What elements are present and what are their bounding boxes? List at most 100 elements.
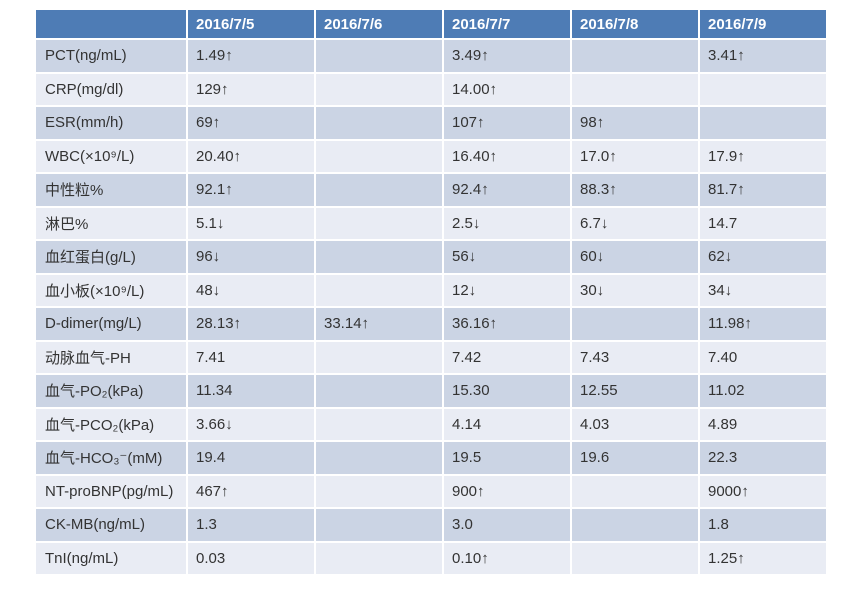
cell-value (316, 509, 442, 541)
cell-value: 1.8 (700, 509, 826, 541)
cell-value: 107↑ (444, 107, 570, 139)
cell-value (316, 73, 442, 105)
cell-value: 28.13↑ (188, 308, 314, 340)
corner-header-cell (36, 10, 186, 38)
cell-value (572, 40, 698, 72)
column-header: 2016/7/7 (444, 10, 570, 38)
lab-results-table: 2016/7/5 2016/7/6 2016/7/7 2016/7/8 2016/7/9… (34, 8, 828, 576)
cell-value: 17.9↑ (700, 140, 826, 172)
table-body: PCT(ng/mL) 1.49↑ 3.49↑ 3.41↑ CRP(mg/dl) 129↑ 1… (36, 40, 826, 574)
table-row: 淋巴% 5.1↓ 2.5↓ 6.7↓ 14.7 (36, 207, 826, 239)
cell-value: 11.34 (188, 375, 314, 407)
cell-value: 3.49↑ (444, 40, 570, 72)
cell-value: 7.41 (188, 341, 314, 373)
cell-value: 62↓ (700, 241, 826, 273)
table-row: WBC(×10⁹/L) 20.40↑ 16.40↑ 17.0↑ 17.9↑ (36, 140, 826, 172)
cell-value: 20.40↑ (188, 140, 314, 172)
cell-value: 15.30 (444, 375, 570, 407)
cell-value (700, 73, 826, 105)
cell-value: 19.4 (188, 442, 314, 474)
cell-value: 48↓ (188, 274, 314, 306)
column-header: 2016/7/8 (572, 10, 698, 38)
cell-value: 11.02 (700, 375, 826, 407)
cell-value: 22.3 (700, 442, 826, 474)
table-row: ESR(mm/h) 69↑ 107↑ 98↑ (36, 107, 826, 139)
cell-value: 9000↑ (700, 475, 826, 507)
cell-value: 7.42 (444, 341, 570, 373)
cell-value: 30↓ (572, 274, 698, 306)
cell-value: 1.49↑ (188, 40, 314, 72)
cell-value: 3.0 (444, 509, 570, 541)
row-label: NT-proBNP(pg/mL) (36, 475, 186, 507)
row-label: 血气-PCO₂(kPa) (36, 408, 186, 440)
cell-value: 19.6 (572, 442, 698, 474)
cell-value: 12.55 (572, 375, 698, 407)
cell-value: 98↑ (572, 107, 698, 139)
row-label: CK-MB(ng/mL) (36, 509, 186, 541)
column-header: 2016/7/5 (188, 10, 314, 38)
header-row: 2016/7/5 2016/7/6 2016/7/7 2016/7/8 2016/7/9 (36, 10, 826, 38)
table-header: 2016/7/5 2016/7/6 2016/7/7 2016/7/8 2016/7/9 (36, 10, 826, 38)
column-header: 2016/7/9 (700, 10, 826, 38)
row-label: 血红蛋白(g/L) (36, 241, 186, 273)
row-label: 淋巴% (36, 207, 186, 239)
cell-value: 81.7↑ (700, 174, 826, 206)
cell-value (316, 408, 442, 440)
table-row: D-dimer(mg/L) 28.13↑ 33.14↑ 36.16↑ 11.98↑ (36, 308, 826, 340)
cell-value (316, 375, 442, 407)
cell-value: 60↓ (572, 241, 698, 273)
cell-value: 11.98↑ (700, 308, 826, 340)
row-label: D-dimer(mg/L) (36, 308, 186, 340)
table-row: 血红蛋白(g/L) 96↓ 56↓ 60↓ 62↓ (36, 241, 826, 273)
row-label: 血气-PO₂(kPa) (36, 375, 186, 407)
cell-value (572, 509, 698, 541)
cell-value: 33.14↑ (316, 308, 442, 340)
table-row: 血小板(×10⁹/L) 48↓ 12↓ 30↓ 34↓ (36, 274, 826, 306)
cell-value: 3.41↑ (700, 40, 826, 72)
cell-value: 88.3↑ (572, 174, 698, 206)
table-row: TnI(ng/mL) 0.03 0.10↑ 1.25↑ (36, 542, 826, 574)
cell-value: 36.16↑ (444, 308, 570, 340)
cell-value: 4.89 (700, 408, 826, 440)
cell-value (316, 140, 442, 172)
row-label: PCT(ng/mL) (36, 40, 186, 72)
cell-value: 1.25↑ (700, 542, 826, 574)
cell-value (572, 308, 698, 340)
cell-value: 900↑ (444, 475, 570, 507)
row-label: 中性粒% (36, 174, 186, 206)
table-row: 动脉血气-PH 7.41 7.42 7.43 7.40 (36, 341, 826, 373)
row-label: ESR(mm/h) (36, 107, 186, 139)
cell-value (316, 442, 442, 474)
cell-value (316, 241, 442, 273)
cell-value: 6.7↓ (572, 207, 698, 239)
cell-value: 12↓ (444, 274, 570, 306)
table-row: NT-proBNP(pg/mL) 467↑ 900↑ 9000↑ (36, 475, 826, 507)
cell-value: 19.5 (444, 442, 570, 474)
cell-value: 17.0↑ (572, 140, 698, 172)
cell-value (572, 475, 698, 507)
cell-value: 1.3 (188, 509, 314, 541)
cell-value: 3.66↓ (188, 408, 314, 440)
row-label: 动脉血气-PH (36, 341, 186, 373)
row-label: 血气-HCO₃⁻(mM) (36, 442, 186, 474)
cell-value (316, 174, 442, 206)
table-row: 血气-PCO₂(kPa) 3.66↓ 4.14 4.03 4.89 (36, 408, 826, 440)
cell-value: 4.14 (444, 408, 570, 440)
cell-value: 129↑ (188, 73, 314, 105)
table-row: CRP(mg/dl) 129↑ 14.00↑ (36, 73, 826, 105)
cell-value (572, 73, 698, 105)
table-row: CK-MB(ng/mL) 1.3 3.0 1.8 (36, 509, 826, 541)
table-row: 中性粒% 92.1↑ 92.4↑ 88.3↑ 81.7↑ (36, 174, 826, 206)
cell-value: 2.5↓ (444, 207, 570, 239)
cell-value: 56↓ (444, 241, 570, 273)
cell-value: 0.10↑ (444, 542, 570, 574)
row-label: 血小板(×10⁹/L) (36, 274, 186, 306)
cell-value: 96↓ (188, 241, 314, 273)
table-row: 血气-PO₂(kPa) 11.34 15.30 12.55 11.02 (36, 375, 826, 407)
cell-value: 92.1↑ (188, 174, 314, 206)
cell-value: 16.40↑ (444, 140, 570, 172)
column-header: 2016/7/6 (316, 10, 442, 38)
row-label: WBC(×10⁹/L) (36, 140, 186, 172)
cell-value: 467↑ (188, 475, 314, 507)
